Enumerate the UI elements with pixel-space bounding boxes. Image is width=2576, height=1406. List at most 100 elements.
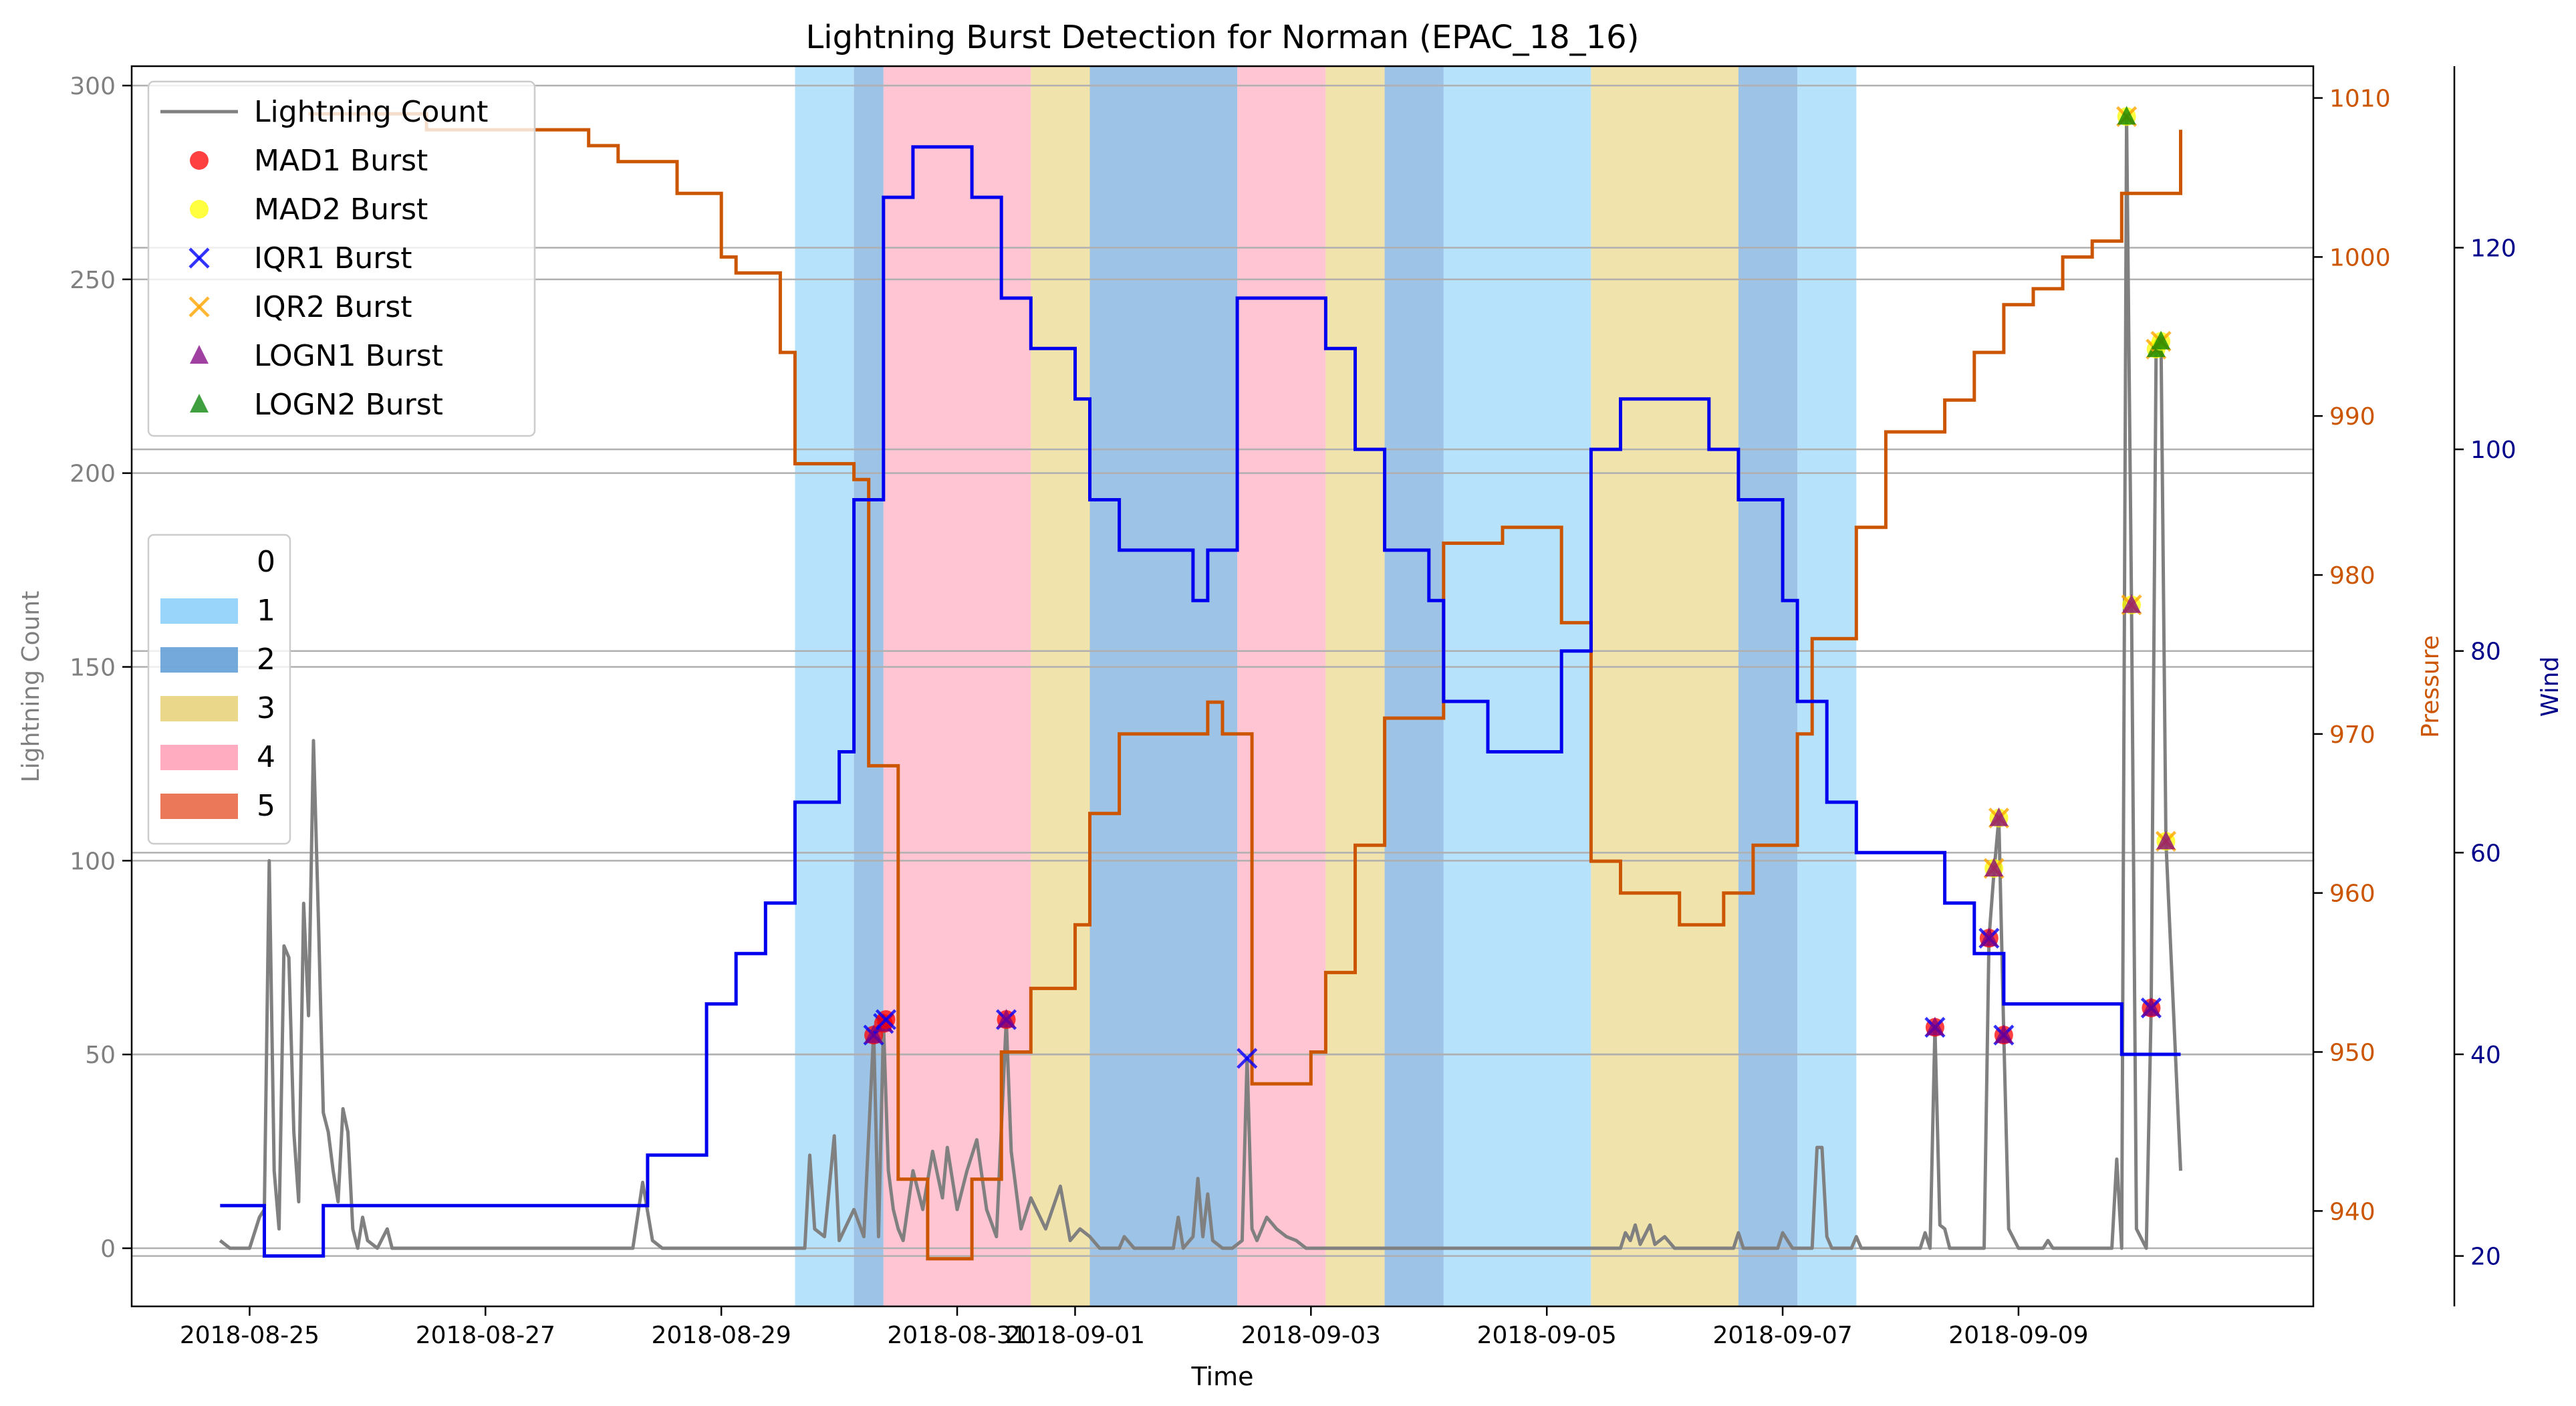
burst-logn1-5 <box>1925 1016 1944 1036</box>
legend-label-category: 0 <box>257 545 275 579</box>
category-band-2 <box>883 66 1031 1306</box>
y-tick-label-pressure: 980 <box>2329 562 2375 590</box>
x-tick-label: 2018-09-07 <box>1712 1322 1852 1349</box>
burst-logn2-14 <box>2152 330 2171 350</box>
x-tick-label: 2018-09-05 <box>1477 1322 1617 1349</box>
y-tick-label-pressure: 940 <box>2329 1198 2375 1225</box>
legend-swatch-triangle <box>190 345 209 364</box>
category-band-8 <box>1443 66 1591 1306</box>
legend-label-burst: MAD2 Burst <box>254 193 428 227</box>
x-tick-label: 2018-08-25 <box>180 1322 319 1349</box>
legend-swatch-category <box>160 550 238 575</box>
legend-swatch-category <box>160 696 238 721</box>
legend-swatch-triangle <box>190 394 209 413</box>
burst-logn1-12 <box>2142 997 2161 1016</box>
category-band-4 <box>1089 66 1238 1306</box>
y-tick-label-pressure: 950 <box>2329 1039 2375 1066</box>
burst-logn1-15 <box>2156 830 2176 850</box>
burst-logn1-6 <box>1979 927 1999 947</box>
category-band-5 <box>1237 66 1326 1306</box>
axes: 2018-08-25 2018-08-27 2018-08-29 2018-08-31… <box>70 73 2516 1349</box>
legend-label-category: 2 <box>257 642 275 677</box>
category-bands <box>795 66 1857 1306</box>
plot-frame <box>130 65 2315 1308</box>
burst-iqr1-2 <box>875 1009 897 1030</box>
pressure-layer <box>308 112 2182 1261</box>
burst-iqr1-2-stroke-b <box>875 1009 897 1030</box>
y-tick-label-left: 0 <box>100 1236 116 1263</box>
legend-swatch-x <box>188 296 210 318</box>
y-tick-label-left: 200 <box>70 461 116 488</box>
wind-line <box>220 145 2181 1258</box>
legend-label-burst: LOGN1 Burst <box>254 339 443 373</box>
y-axis-label-wind: Wind <box>2537 657 2564 717</box>
y-axis-label-left: Lightning Count <box>17 591 45 783</box>
y-tick-label-left: 50 <box>85 1042 116 1069</box>
pressure-line <box>308 112 2182 1261</box>
category-band-6 <box>1325 66 1385 1306</box>
legend-bursts-box <box>147 80 536 437</box>
y-tick-label-left: 150 <box>70 655 116 682</box>
x-tick-label: 2018-09-09 <box>1948 1322 2088 1349</box>
x-tick-label: 2018-09-03 <box>1241 1322 1381 1349</box>
legend-label-burst: LOGN2 Burst <box>254 388 443 422</box>
x-tick-label: 2018-09-01 <box>1005 1322 1145 1349</box>
burst-logn1-8 <box>1989 807 2009 826</box>
burst-logn1-9 <box>1994 1024 2013 1044</box>
category-band-3 <box>1031 66 1090 1306</box>
legend-bursts: Lightning Count MAD1 Burst MAD2 Burst IQR1 … <box>147 80 536 437</box>
legend-label-burst: IQR2 Burst <box>254 290 412 324</box>
legend-label-burst: IQR1 Burst <box>254 241 412 275</box>
legend-label-category: 3 <box>257 691 275 725</box>
y-tick-label-wind: 20 <box>2470 1244 2501 1271</box>
legend-swatch-x-stroke-b <box>188 247 210 269</box>
burst-iqr1-4 <box>1237 1048 1258 1069</box>
x-tick-label: 2018-08-31 <box>887 1322 1027 1349</box>
legend-swatch-category <box>160 598 238 624</box>
y-tick-label-left: 100 <box>70 848 116 875</box>
burst-markers <box>863 106 2177 1069</box>
legend-swatch-x <box>188 247 210 269</box>
category-band-0 <box>795 66 854 1306</box>
y-tick-label-pressure: 1000 <box>2329 244 2391 271</box>
legend-label-category: 5 <box>257 789 275 823</box>
category-band-7 <box>1384 66 1444 1306</box>
y-tick-label-left: 300 <box>70 73 116 100</box>
y-tick-label-pressure: 970 <box>2329 721 2375 749</box>
burst-logn1-7 <box>1984 857 2004 876</box>
lightning-layer <box>219 114 2182 1250</box>
y-axis-label-pressure: Pressure <box>2417 635 2444 738</box>
chart-title: Lightning Burst Detection for Norman (EP… <box>806 19 1640 56</box>
legend-swatch-circle <box>190 151 209 170</box>
legend-label-category: 1 <box>257 594 275 628</box>
legend-swatch-category <box>160 794 238 819</box>
category-band-9 <box>1591 66 1738 1306</box>
legend-categories: 0 1 2 3 4 5 <box>147 534 291 845</box>
y-tick-label-pressure: 960 <box>2329 881 2375 908</box>
y-tick-label-wind: 40 <box>2470 1042 2501 1069</box>
x-tick-label: 2018-08-29 <box>652 1322 791 1349</box>
legend-label-category: 4 <box>257 740 275 774</box>
legend-swatch-circle <box>190 200 209 219</box>
burst-logn1-3 <box>997 1009 1016 1028</box>
legend-swatch-category <box>160 647 238 673</box>
burst-iqr1-4-stroke-b <box>1237 1048 1258 1069</box>
lightning-count-line <box>219 114 2182 1250</box>
burst-logn1-0 <box>864 1024 884 1044</box>
y-tick-label-pressure: 990 <box>2329 403 2375 431</box>
category-band-10 <box>1738 66 1798 1306</box>
y-tick-label-wind: 100 <box>2470 437 2517 464</box>
y-tick-label-wind: 60 <box>2470 840 2501 867</box>
y-tick-label-wind: 80 <box>2470 638 2501 666</box>
legend-label-burst: MAD1 Burst <box>254 144 428 178</box>
wind-layer <box>220 145 2181 1258</box>
legend-swatch-category <box>160 745 238 770</box>
burst-logn1-11 <box>2122 594 2141 613</box>
x-axis-label: Time <box>1191 1362 1254 1391</box>
x-tick-label: 2018-08-27 <box>416 1322 555 1349</box>
y-tick-label-left: 250 <box>70 267 116 294</box>
legend-swatch-x-stroke-b <box>188 296 210 318</box>
legend-label-burst: Lightning Count <box>254 95 488 129</box>
category-band-11 <box>1797 66 1857 1306</box>
